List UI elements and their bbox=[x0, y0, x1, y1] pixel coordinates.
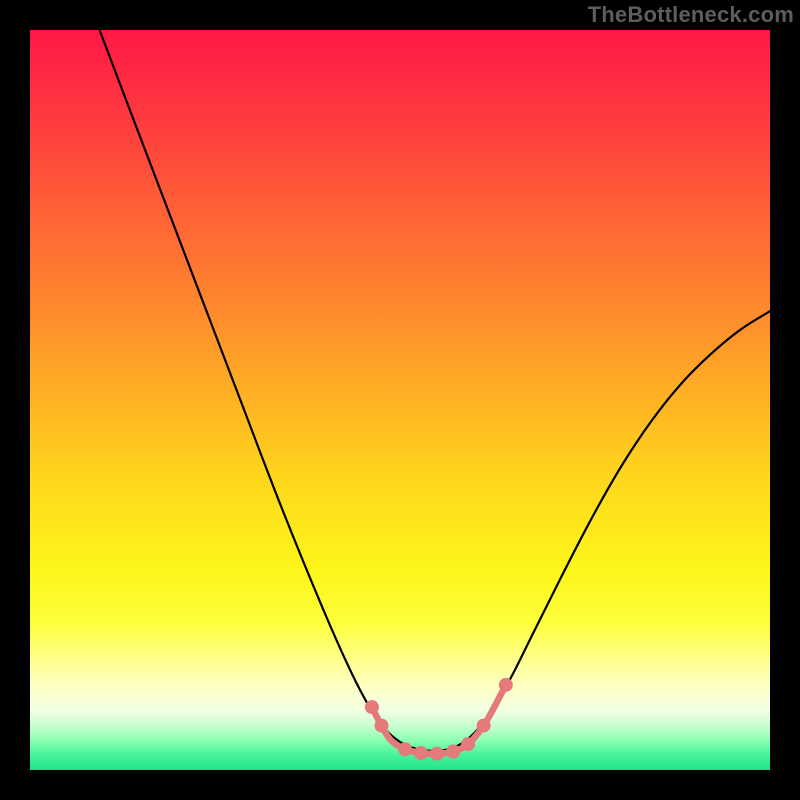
highlight-dot bbox=[398, 742, 412, 756]
highlight-dot bbox=[430, 747, 444, 761]
highlight-dot bbox=[365, 700, 379, 714]
highlight-dot bbox=[414, 746, 428, 760]
plot-area bbox=[30, 30, 770, 770]
highlight-dot bbox=[499, 678, 513, 692]
watermark-text: TheBottleneck.com bbox=[588, 2, 794, 28]
highlight-dot bbox=[461, 737, 475, 751]
highlight-dot bbox=[375, 719, 389, 733]
chart-svg bbox=[30, 30, 770, 770]
highlight-dot bbox=[446, 745, 460, 759]
chart-frame: TheBottleneck.com bbox=[0, 0, 800, 800]
highlight-dot bbox=[477, 719, 491, 733]
